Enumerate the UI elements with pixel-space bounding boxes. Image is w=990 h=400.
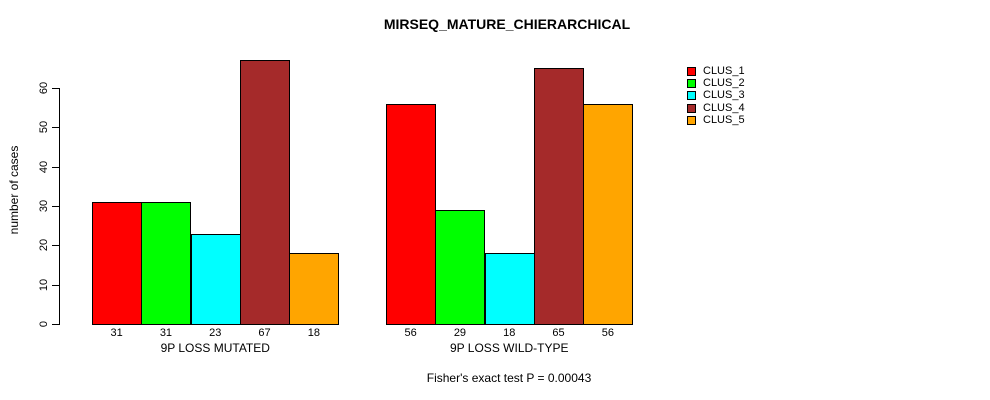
x-axis-category-label: 9P LOSS MUTATED: [160, 341, 270, 355]
y-tick-label: 10: [38, 278, 50, 291]
bar-value-label: 23: [209, 327, 222, 339]
bar-value-label: 56: [601, 327, 614, 339]
bar: [485, 253, 535, 325]
legend-label: CLUS_2: [703, 76, 745, 89]
bar-value-label: 67: [258, 327, 271, 339]
bar: [289, 253, 339, 325]
bar-value-label: 31: [159, 327, 173, 339]
y-tick: [52, 88, 59, 89]
y-tick-label: 0: [38, 320, 50, 328]
bar: [92, 202, 142, 325]
legend-item: CLUS_3: [687, 90, 745, 102]
legend-label: CLUS_3: [703, 89, 745, 102]
bar: [534, 68, 584, 325]
annotation-text: Fisher's exact test P = 0.00043: [426, 371, 592, 385]
x-axis-category-label: 9P LOSS WILD-TYPE: [450, 341, 569, 355]
legend-item: CLUS_5: [687, 114, 745, 126]
legend-label: CLUS_4: [703, 101, 745, 114]
y-tick: [52, 245, 59, 247]
bar: [141, 202, 191, 325]
bar: [583, 104, 633, 325]
legend-swatch: [687, 66, 696, 76]
bar-value-label: 29: [453, 327, 467, 339]
y-tick: [52, 206, 59, 207]
legend-label: CLUS_1: [703, 64, 745, 77]
bar: [191, 234, 241, 325]
bar-value-label: 65: [552, 327, 565, 339]
legend-swatch: [687, 91, 696, 101]
legend-label: CLUS_5: [703, 113, 745, 126]
legend: CLUS_1 CLUS_2 CLUS_3 CLUS_4 CLUS_5: [687, 65, 745, 126]
legend-swatch: [687, 78, 696, 88]
legend-item: CLUS_4: [687, 102, 745, 114]
legend-swatch: [687, 115, 696, 125]
bar-value-label: 18: [307, 327, 320, 339]
legend-swatch: [687, 103, 696, 113]
y-tick-label: 20: [38, 239, 50, 252]
legend-item: CLUS_1: [687, 65, 745, 77]
y-tick: [52, 324, 59, 325]
y-tick-label: 50: [38, 121, 50, 134]
y-tick-label: 40: [38, 160, 50, 173]
legend-item: CLUS_2: [687, 77, 745, 89]
y-tick: [52, 284, 59, 286]
chart-title: MIRSEQ_MATURE_CHIERARCHICAL: [383, 16, 631, 32]
bar-value-label: 56: [404, 327, 417, 339]
bar-value-label: 31: [110, 327, 123, 339]
y-tick: [52, 127, 59, 129]
y-axis-line: [59, 88, 60, 325]
bar: [435, 210, 485, 325]
bar-value-label: 18: [503, 327, 516, 339]
bar: [240, 60, 290, 325]
y-tick-label: 60: [38, 81, 50, 95]
y-tick: [52, 166, 59, 168]
bar: [386, 104, 436, 325]
y-tick-label: 30: [38, 199, 50, 213]
